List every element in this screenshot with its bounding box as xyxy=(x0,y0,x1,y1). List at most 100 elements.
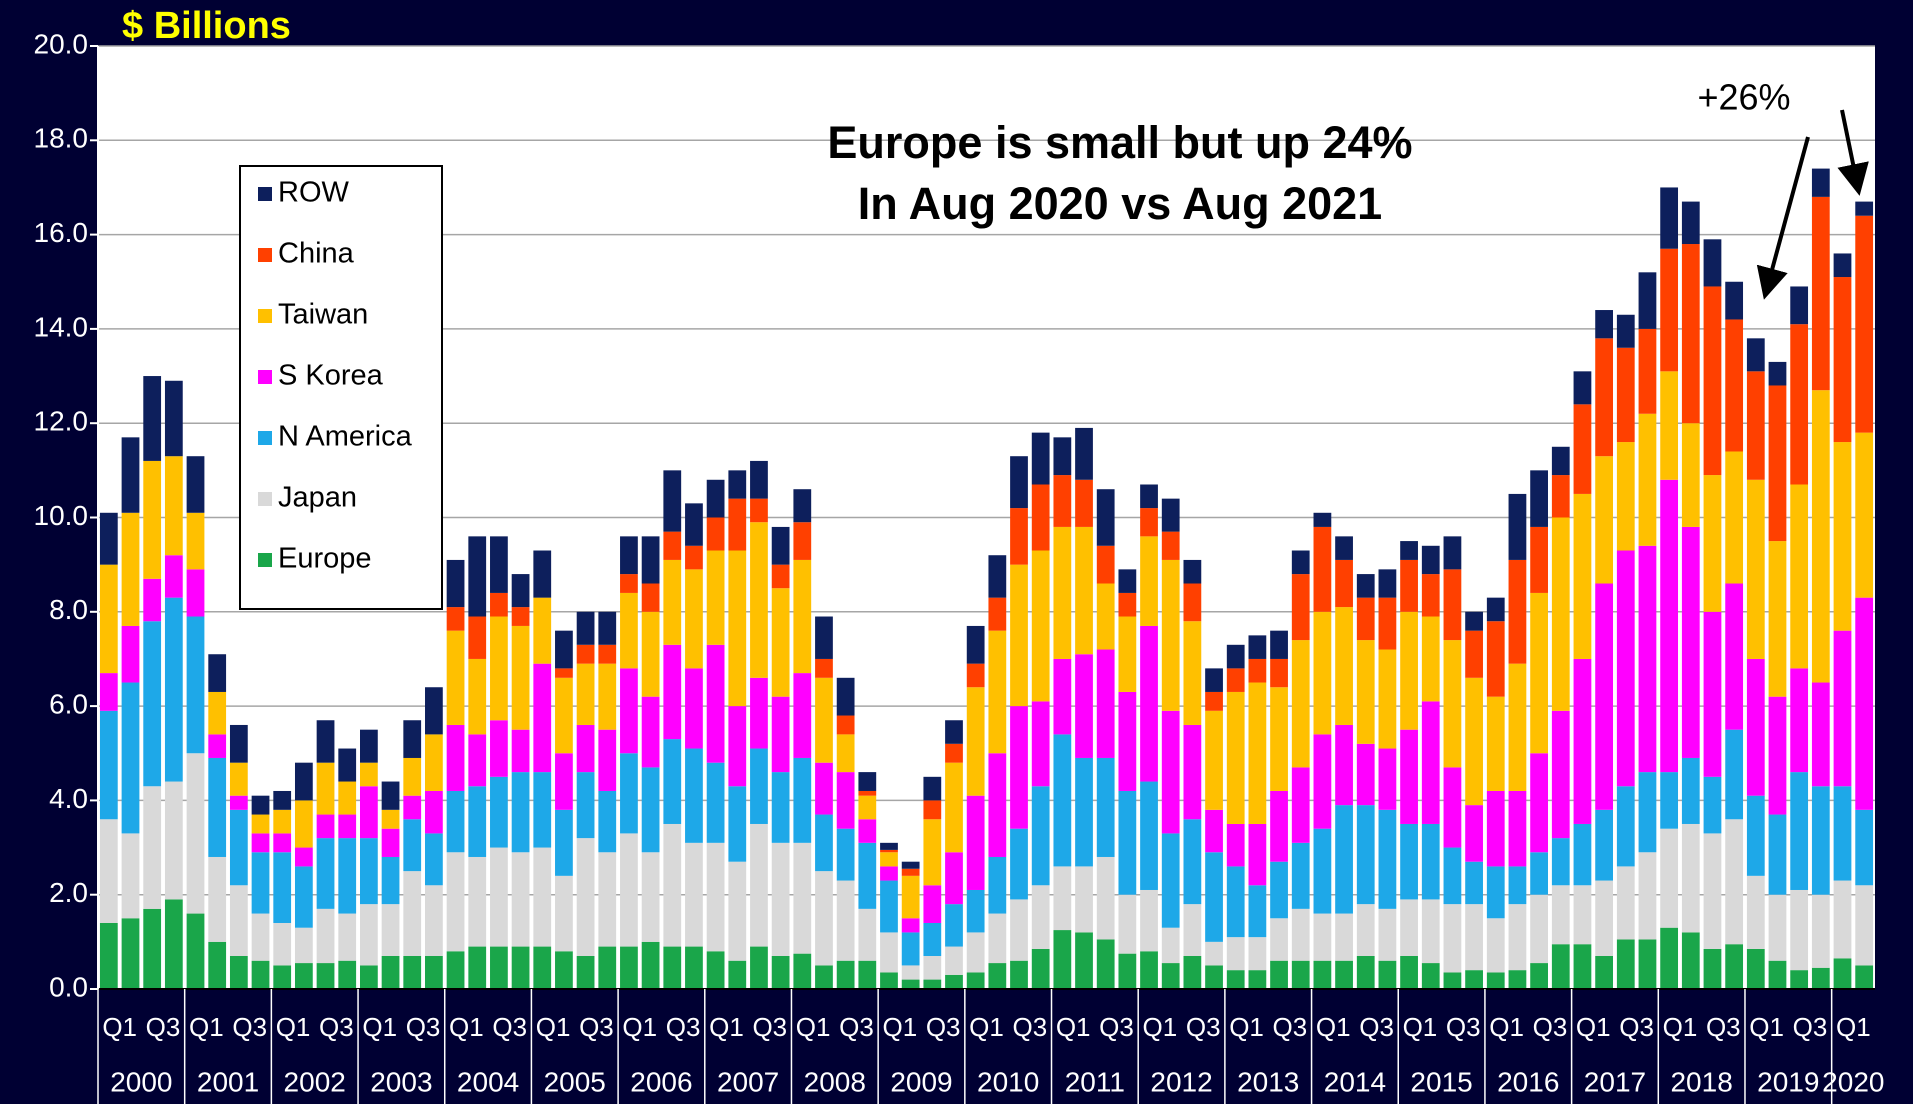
year-label: 2004 xyxy=(457,1066,519,1097)
bar-segment xyxy=(836,880,855,961)
bar-segment xyxy=(121,833,140,919)
bar-segment xyxy=(1551,475,1570,518)
bar-segment xyxy=(490,592,508,617)
bar-segment xyxy=(815,965,833,989)
bar-segment xyxy=(1183,904,1202,956)
x-tick-label: Q1 xyxy=(102,1012,137,1042)
bar-segment xyxy=(1313,734,1332,829)
bar-segment xyxy=(208,757,227,857)
bar-segment xyxy=(1248,885,1267,938)
bar-segment xyxy=(945,904,963,947)
bar-segment xyxy=(1443,569,1462,641)
bar-segment xyxy=(1118,569,1137,593)
x-tick-label: Q1 xyxy=(362,1012,397,1042)
bar-segment xyxy=(1053,866,1072,931)
bar-segment xyxy=(1530,470,1548,527)
bar-segment xyxy=(793,559,812,674)
bar-segment xyxy=(750,946,768,989)
bar-segment xyxy=(1400,899,1418,956)
bar-segment xyxy=(598,663,617,730)
bar-segment xyxy=(815,677,833,763)
y-tick-label: 10.0 xyxy=(34,500,89,531)
bar-segment xyxy=(1118,953,1137,989)
bar-segment xyxy=(1226,823,1245,867)
bar-segment xyxy=(1465,861,1483,905)
bar-segment xyxy=(771,955,790,989)
legend-label: Taiwan xyxy=(278,299,368,331)
bar-segment xyxy=(1703,948,1722,989)
bar-segment xyxy=(1616,314,1635,348)
bar-segment xyxy=(1161,833,1180,928)
bar-segment xyxy=(511,852,530,947)
bar-segment xyxy=(403,795,422,820)
bar-segment xyxy=(273,833,292,853)
bar-segment xyxy=(1681,423,1700,527)
bar-segment xyxy=(880,972,898,989)
bar-segment xyxy=(750,522,768,678)
bar-segment xyxy=(1681,201,1700,245)
bar-segment xyxy=(1855,809,1874,886)
bar-segment xyxy=(99,819,118,923)
bar-segment xyxy=(988,963,1007,989)
bar-segment xyxy=(1703,475,1722,612)
y-tick-label: 16.0 xyxy=(34,217,89,248)
bar-segment xyxy=(555,951,573,989)
bar-segment xyxy=(706,644,725,763)
bar-segment xyxy=(728,706,747,787)
bar-segment xyxy=(1768,361,1787,386)
bar-segment xyxy=(338,960,357,989)
bar-segment xyxy=(1161,531,1180,560)
bar-segment xyxy=(1638,413,1657,546)
bar-segment xyxy=(1118,894,1137,954)
bar-segment xyxy=(143,578,162,622)
bar-segment xyxy=(1746,948,1765,989)
bar-segment xyxy=(1465,970,1483,989)
legend: Europe Japan N America S Korea Taiwan China RO… xyxy=(239,165,443,610)
bar-segment xyxy=(186,616,205,754)
bar-segment xyxy=(1833,277,1852,443)
bar-segment xyxy=(1053,437,1072,476)
bar-segment xyxy=(750,460,768,499)
x-tick-label: Q3 xyxy=(666,1012,701,1042)
bar-segment xyxy=(750,677,768,749)
bar-segment xyxy=(728,861,747,961)
year-label: 2017 xyxy=(1584,1066,1646,1097)
bar-segment xyxy=(229,795,248,810)
bar-segment xyxy=(685,842,703,947)
year-label: 2016 xyxy=(1497,1066,1559,1097)
bar-segment xyxy=(251,852,270,914)
y-tick-label: 14.0 xyxy=(34,311,89,342)
bar-segment xyxy=(1421,963,1440,989)
bar-segment xyxy=(1790,286,1809,325)
bar-segment xyxy=(164,456,183,556)
x-tick-label: Q1 xyxy=(1229,1012,1264,1042)
x-tick-label: Q3 xyxy=(1793,1012,1828,1042)
bar-segment xyxy=(1855,965,1874,989)
bar-segment xyxy=(511,946,530,989)
bar-segment xyxy=(1010,899,1028,961)
bar-segment xyxy=(1096,757,1115,857)
bar-segment xyxy=(1270,687,1288,791)
bar-segment xyxy=(1790,889,1809,971)
bar-segment xyxy=(1811,390,1830,683)
bar-segment xyxy=(620,668,638,754)
bar-segment xyxy=(490,776,508,848)
bar-segment xyxy=(511,607,530,626)
bar-segment xyxy=(403,871,422,956)
bar-segment xyxy=(1465,805,1483,862)
bar-segment xyxy=(1443,536,1462,570)
bar-segment xyxy=(1681,526,1700,758)
axes: 0.0 2.0 4.0 6.0 8.0 10.0 12.0 14.0 16.0 18.0 20.0 Q… xyxy=(34,28,1884,1104)
bar-segment xyxy=(143,621,162,787)
bar-segment xyxy=(836,677,855,716)
bar-segment xyxy=(1465,904,1483,971)
bar-segment xyxy=(229,724,248,763)
bar-segment xyxy=(576,663,595,725)
bar-segment xyxy=(99,710,118,820)
bar-segment xyxy=(988,555,1007,598)
bar-segment xyxy=(1205,668,1223,692)
bar-segment xyxy=(1378,908,1397,961)
bar-segment xyxy=(663,559,682,645)
bar-segment xyxy=(208,856,227,942)
bar-segment xyxy=(1508,663,1527,791)
